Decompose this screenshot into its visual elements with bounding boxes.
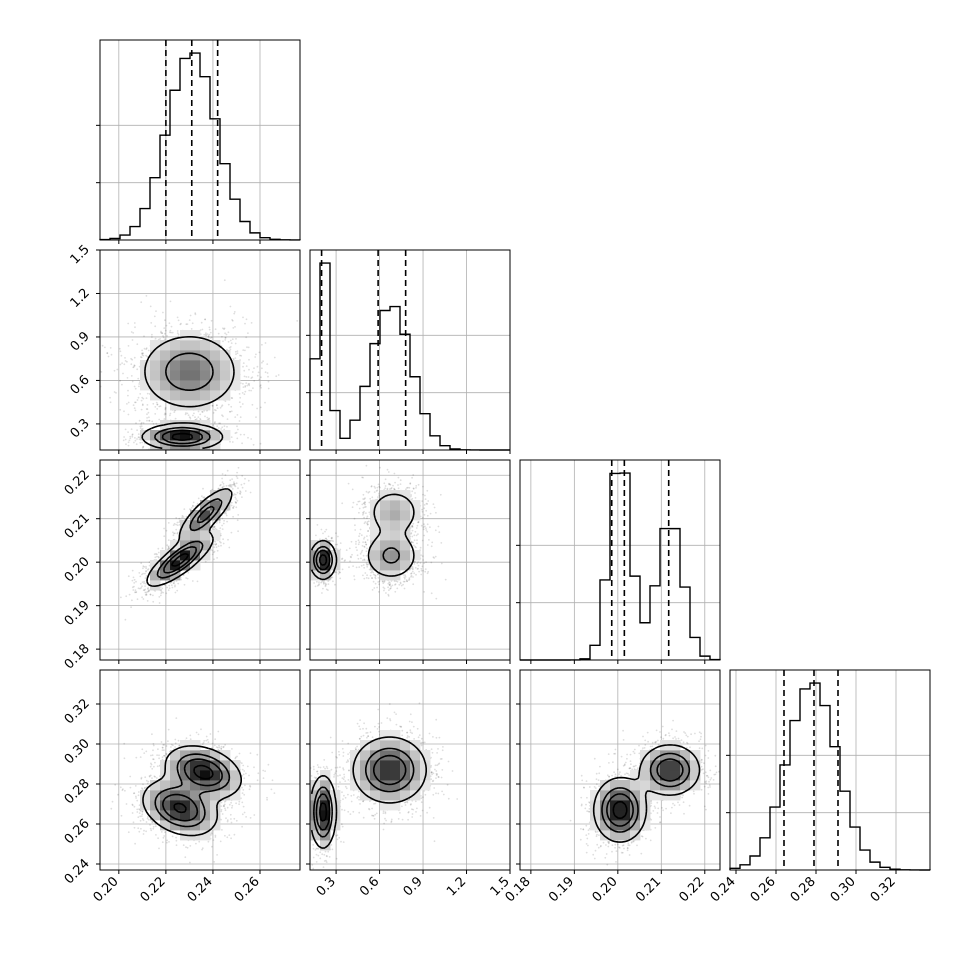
y-tick-label-3: 0.24 bbox=[62, 856, 93, 887]
panel-frame bbox=[519, 459, 721, 661]
histogram-3 bbox=[729, 682, 931, 871]
y-tick-label-2: 0.18 bbox=[62, 641, 93, 672]
x-tick-label-3: 0.32 bbox=[868, 874, 899, 905]
x-tick-label-2: 0.21 bbox=[633, 874, 664, 905]
x-tick-label-3: 0.30 bbox=[828, 874, 859, 905]
panel-frame bbox=[99, 249, 301, 451]
y-tick-label-1: 0.6 bbox=[68, 373, 93, 398]
contour-level bbox=[142, 745, 242, 837]
contours bbox=[141, 336, 235, 450]
hist-panel-3 bbox=[726, 669, 931, 874]
y-tick-label-2: 0.19 bbox=[62, 598, 93, 629]
x-tick-label-2: 0.19 bbox=[546, 874, 577, 905]
y-tick-label-3: 0.26 bbox=[62, 816, 93, 847]
hist-panel-1 bbox=[306, 249, 511, 454]
density-cells bbox=[150, 490, 231, 591]
panel-frame bbox=[99, 459, 301, 661]
contour-level bbox=[319, 554, 328, 566]
contour-level bbox=[146, 488, 233, 587]
density-panel-0-2 bbox=[96, 459, 301, 664]
x-tick-label-3: 0.24 bbox=[708, 874, 739, 905]
contour-level bbox=[162, 758, 223, 822]
density-panel-2-3 bbox=[516, 669, 721, 874]
histogram-0 bbox=[99, 52, 301, 241]
contours bbox=[142, 745, 242, 837]
contours bbox=[592, 744, 701, 843]
contour-level bbox=[313, 747, 415, 838]
histogram-2 bbox=[520, 472, 721, 661]
contour-level bbox=[163, 505, 215, 574]
density-panel-1-3 bbox=[306, 669, 511, 874]
y-tick-label-1: 1.5 bbox=[68, 242, 93, 267]
contour-level bbox=[319, 802, 328, 822]
y-tick-label-3: 0.28 bbox=[62, 776, 93, 807]
contour-level bbox=[170, 552, 190, 567]
panel-frame bbox=[519, 669, 721, 871]
panel-frame bbox=[309, 249, 511, 451]
panel-frame bbox=[309, 669, 511, 871]
panel-frame bbox=[729, 669, 931, 871]
contour-level bbox=[601, 752, 691, 833]
x-tick-label-2: 0.22 bbox=[677, 874, 708, 905]
x-tick-label-1: 0.6 bbox=[357, 874, 382, 899]
contours bbox=[310, 493, 415, 581]
density-panel-0-1 bbox=[96, 249, 301, 454]
contours bbox=[310, 736, 427, 849]
contour-level bbox=[173, 764, 214, 814]
y-tick-label-2: 0.20 bbox=[62, 554, 93, 585]
contour-level bbox=[612, 800, 628, 819]
hist-panel-2 bbox=[516, 459, 721, 664]
hist-panel-0 bbox=[96, 39, 301, 244]
panel-frame bbox=[309, 459, 511, 661]
x-tick-label-2: 0.18 bbox=[503, 874, 534, 905]
contour-level bbox=[161, 429, 204, 445]
contour-level bbox=[310, 736, 427, 849]
contour-level bbox=[154, 352, 214, 447]
density-cells bbox=[310, 490, 421, 581]
x-tick-label-0: 0.26 bbox=[232, 874, 263, 905]
y-tick-label-1: 1.2 bbox=[68, 286, 93, 311]
y-tick-label-2: 0.22 bbox=[62, 467, 93, 498]
contour-level bbox=[315, 754, 407, 831]
contour-level bbox=[315, 549, 331, 571]
y-tick-label-1: 0.9 bbox=[68, 329, 93, 354]
y-tick-label-3: 0.30 bbox=[62, 736, 93, 767]
contour-level bbox=[141, 336, 235, 450]
x-tick-label-2: 0.20 bbox=[590, 874, 621, 905]
density-panel-1-2 bbox=[306, 459, 511, 664]
x-tick-label-0: 0.20 bbox=[91, 874, 122, 905]
contour-level bbox=[310, 493, 415, 581]
x-tick-label-1: 0.3 bbox=[314, 874, 339, 899]
x-tick-label-3: 0.26 bbox=[748, 874, 779, 905]
contour-level bbox=[154, 753, 231, 828]
contour-level bbox=[171, 432, 194, 441]
contours bbox=[146, 488, 233, 587]
panel-frame bbox=[99, 39, 301, 241]
panel-frame bbox=[99, 669, 301, 871]
y-tick-label-3: 0.32 bbox=[62, 696, 93, 727]
x-tick-label-1: 0.9 bbox=[401, 874, 426, 899]
x-tick-label-1: 1.2 bbox=[444, 874, 469, 899]
y-tick-label-2: 0.21 bbox=[62, 511, 93, 542]
x-tick-label-3: 0.28 bbox=[788, 874, 819, 905]
contour-level bbox=[313, 545, 401, 575]
x-tick-label-0: 0.22 bbox=[138, 874, 169, 905]
contour-level bbox=[606, 758, 684, 827]
density-panel-0-3 bbox=[96, 669, 301, 874]
x-tick-label-0: 0.24 bbox=[185, 874, 216, 905]
contour-level bbox=[156, 498, 223, 579]
contour-level bbox=[592, 744, 701, 843]
y-tick-label-1: 0.3 bbox=[68, 416, 93, 441]
histogram-1 bbox=[309, 262, 510, 451]
